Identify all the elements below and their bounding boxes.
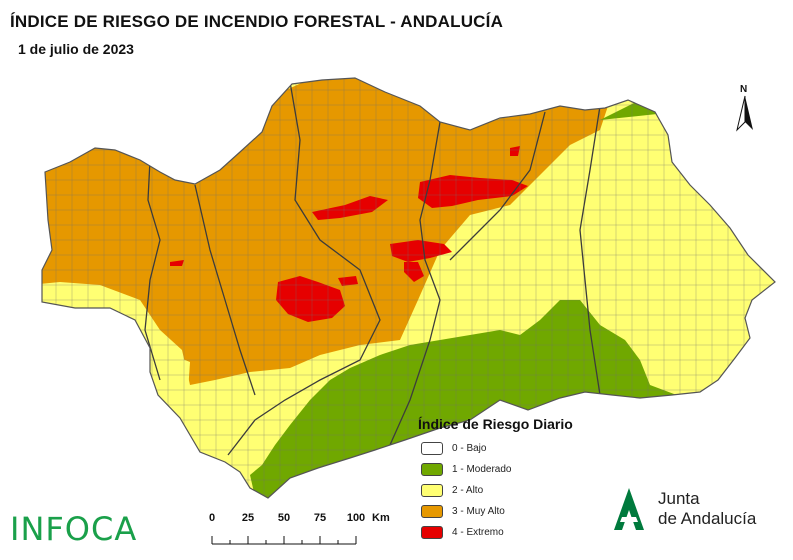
- zone-extremo-cordoba: [276, 276, 345, 322]
- legend-swatch: [421, 526, 443, 539]
- legend-item-moderado: 1 - Moderado: [418, 459, 608, 480]
- zone-alto-pocket: [165, 352, 190, 392]
- legend-label: 1 - Moderado: [452, 464, 512, 475]
- legend-item-muy-alto: 3 - Muy Alto: [418, 501, 608, 522]
- junta-line-2: de Andalucía: [658, 509, 757, 528]
- scale-tick: 0: [208, 512, 216, 524]
- junta-text: Junta de Andalucía: [658, 489, 756, 529]
- zone-muy-alto-main: [42, 78, 610, 385]
- junta-line-1: Junta: [658, 489, 700, 508]
- legend-label: 4 - Extremo: [452, 527, 504, 538]
- north-arrow-icon: [736, 95, 753, 132]
- map-title: ÍNDICE DE RIESGO DE INCENDIO FORESTAL - …: [10, 12, 504, 31]
- zone-alto-east: [595, 190, 735, 328]
- zone-extremo-small-2: [338, 276, 358, 286]
- zone-extremo-small-3: [510, 146, 520, 156]
- provincial-boundaries: [144, 81, 601, 456]
- map-date: 1 de julio de 2023: [18, 41, 134, 57]
- legend-swatch: [421, 505, 443, 518]
- legend-title: Índice de Riesgo Diario: [418, 416, 573, 432]
- scale-tick: 100: [346, 512, 366, 524]
- scale-tick: 25: [241, 512, 255, 524]
- zone-extremo-center: [390, 240, 452, 262]
- legend-item-alto: 2 - Alto: [418, 480, 608, 501]
- infoca-logo: INFOCA: [10, 510, 138, 548]
- legend-swatch: [421, 484, 443, 497]
- zone-extremo-jaen: [418, 175, 528, 208]
- zone-extremo-small-4: [170, 260, 184, 266]
- north-label: N: [740, 84, 748, 95]
- risk-zones: [42, 78, 775, 498]
- zone-extremo-north: [312, 196, 388, 220]
- scale-unit: Km: [372, 512, 390, 524]
- zone-moderado: [250, 100, 775, 498]
- scale-tick: 75: [313, 512, 327, 524]
- scale-bar: 0 25 50 75 100 Km: [206, 512, 396, 552]
- legend-label: 2 - Alto: [452, 485, 484, 496]
- zone-alto-northeast: [548, 150, 612, 205]
- legend: Índice de Riesgo Diario 0 - Bajo 1 - Mod…: [418, 416, 608, 543]
- scale-bar-graphic: [211, 536, 357, 545]
- scale-tick: 50: [277, 512, 291, 524]
- legend-item-bajo: 0 - Bajo: [418, 438, 608, 459]
- legend-swatch: [421, 442, 443, 455]
- municipal-boundaries: [42, 78, 775, 498]
- legend-item-extremo: 4 - Extremo: [418, 522, 608, 543]
- legend-label: 3 - Muy Alto: [452, 506, 505, 517]
- junta-andalucia-logo: Junta de Andalucía: [608, 484, 788, 534]
- legend-swatch: [421, 463, 443, 476]
- region-outline: [41, 77, 776, 499]
- zone-extremo-small-1: [404, 262, 424, 282]
- junta-emblem-icon: [614, 488, 644, 530]
- legend-label: 0 - Bajo: [452, 443, 487, 454]
